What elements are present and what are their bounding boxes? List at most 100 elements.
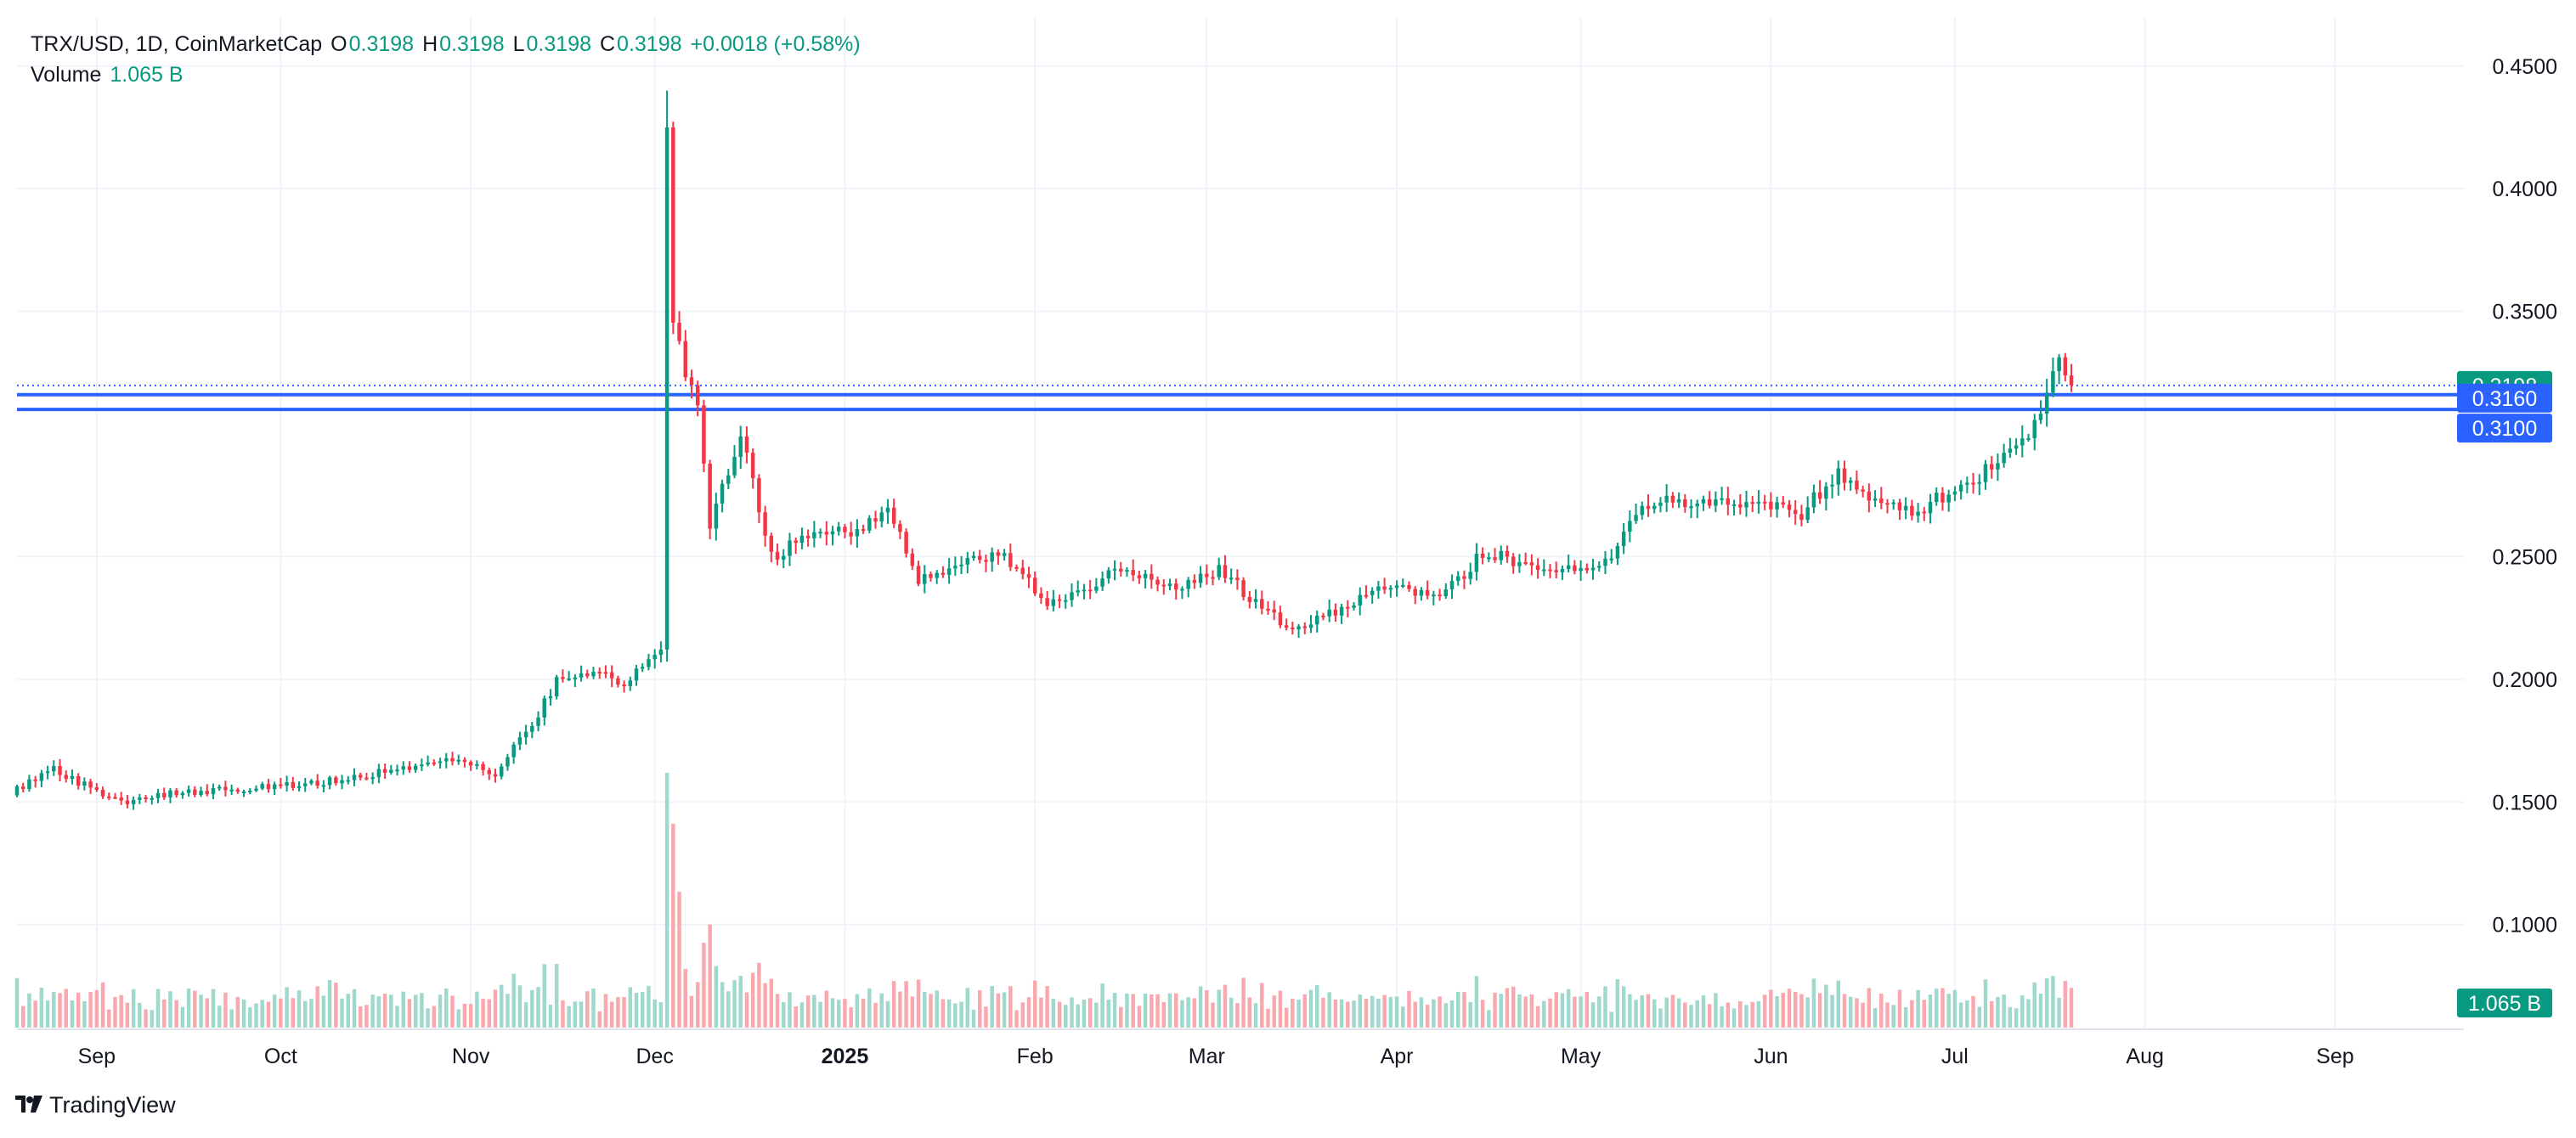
- candle-body: [904, 532, 908, 554]
- candle-body: [266, 784, 271, 790]
- candle-body: [444, 758, 449, 762]
- candle-body: [1087, 589, 1093, 592]
- volume-bar: [984, 1006, 988, 1028]
- candle-body: [1462, 576, 1466, 579]
- candle-body: [652, 655, 657, 660]
- candle-body: [1609, 558, 1613, 561]
- volume-bar: [1468, 1001, 1472, 1028]
- volume-bar: [297, 990, 302, 1028]
- candle-body: [836, 527, 841, 532]
- candle-body: [750, 453, 755, 478]
- candle-body: [186, 789, 191, 793]
- candle-body: [824, 532, 829, 535]
- candle-body: [1579, 567, 1583, 572]
- volume-bar: [303, 1000, 308, 1028]
- candle-body: [1438, 594, 1442, 597]
- candle-body: [923, 573, 927, 584]
- volume-bar: [641, 992, 645, 1028]
- candle-body: [1173, 583, 1178, 590]
- candle-body: [2051, 371, 2055, 393]
- candle-body: [523, 731, 528, 738]
- level-label: 0.3160: [2472, 387, 2537, 411]
- volume-bar: [1689, 1005, 1693, 1028]
- volume-bar: [1253, 1003, 1258, 1028]
- tradingview-brand[interactable]: TradingView: [15, 1092, 176, 1118]
- candle-body: [1321, 615, 1325, 617]
- volume-bar: [1566, 989, 1571, 1028]
- volume-bar: [1676, 998, 1681, 1028]
- candle-body: [788, 540, 792, 556]
- volume-bar: [1830, 994, 1834, 1028]
- candle-body: [70, 775, 75, 780]
- volume-label[interactable]: Volume: [31, 63, 102, 87]
- level-label: 0.3100: [2472, 417, 2537, 441]
- x-tick-label: 2025: [822, 1045, 869, 1068]
- candle-body: [530, 725, 534, 732]
- candle-body: [395, 769, 399, 772]
- candle-body: [1683, 499, 1687, 508]
- candle-body: [548, 696, 553, 699]
- candle-body: [1346, 606, 1350, 609]
- volume-bar: [1910, 1000, 1914, 1028]
- volume-bar: [591, 989, 596, 1028]
- candle-body: [1817, 492, 1822, 499]
- symbol-title[interactable]: TRX/USD, 1D, CoinMarketCap: [31, 32, 323, 56]
- candle-body: [1916, 511, 1920, 516]
- volume-bar: [689, 995, 694, 1028]
- volume-bar: [1597, 996, 1602, 1028]
- candle-body: [1603, 558, 1607, 566]
- volume-bar: [1137, 1006, 1142, 1028]
- volume-bar: [1327, 992, 1331, 1028]
- candle-body: [1039, 593, 1043, 599]
- candle-body: [898, 523, 902, 532]
- candle-body: [1106, 570, 1111, 579]
- candle-body: [1100, 578, 1104, 587]
- candle-body: [468, 762, 473, 766]
- candle-body: [1695, 503, 1699, 507]
- candle-body: [487, 769, 492, 775]
- volume-bar: [1842, 994, 1847, 1028]
- candle-body: [180, 792, 185, 796]
- volume-bar: [720, 982, 725, 1028]
- candle-body: [1615, 545, 1620, 559]
- y-tick-label: 0.1000: [2493, 914, 2557, 938]
- candle-body: [1566, 565, 1571, 570]
- volume-bar: [1935, 989, 1939, 1028]
- volume-bar: [1419, 997, 1424, 1028]
- candle-body: [1879, 498, 1884, 504]
- x-axis[interactable]: Sep Oct Nov Dec 2025 Feb Mar Apr May Jun Jul Aug Sep: [78, 1045, 2354, 1068]
- volume-bar: [88, 991, 93, 1028]
- candle-body: [1474, 553, 1479, 572]
- volume-bar: [450, 995, 455, 1028]
- candle-body: [775, 551, 780, 561]
- candle-body: [1585, 567, 1590, 571]
- volume-bar: [174, 1000, 178, 1028]
- volume-bar: [708, 924, 712, 1028]
- volume-bar: [794, 1006, 798, 1028]
- candle-body: [1026, 574, 1031, 578]
- volume-bar: [929, 994, 933, 1028]
- y-axis[interactable]: 0.4500 0.4000 0.3500 0.2500 0.2000 0.1500 0.10…: [2493, 55, 2557, 938]
- candle-body: [1131, 570, 1135, 576]
- candle-body: [1640, 505, 1645, 515]
- candle-body: [1480, 553, 1485, 558]
- candle-body: [641, 667, 645, 669]
- volume-bar: [1744, 1005, 1748, 1028]
- volume-bar: [634, 993, 639, 1028]
- x-tick-label: Dec: [636, 1045, 673, 1068]
- volume-bar: [1726, 1002, 1731, 1028]
- candle-body: [82, 781, 87, 786]
- candle-body: [27, 779, 31, 789]
- volume-bar: [487, 999, 492, 1028]
- volume-bar: [1150, 994, 1154, 1028]
- candle-body: [1946, 494, 1951, 503]
- candle-body: [241, 792, 246, 794]
- volume-bar: [1449, 1000, 1455, 1028]
- candle-body: [867, 518, 872, 531]
- volume-bar: [965, 988, 970, 1028]
- candle-body: [1112, 568, 1117, 571]
- candle-body: [843, 527, 847, 532]
- candle-body: [1830, 484, 1834, 487]
- volume-bar: [1573, 996, 1577, 1028]
